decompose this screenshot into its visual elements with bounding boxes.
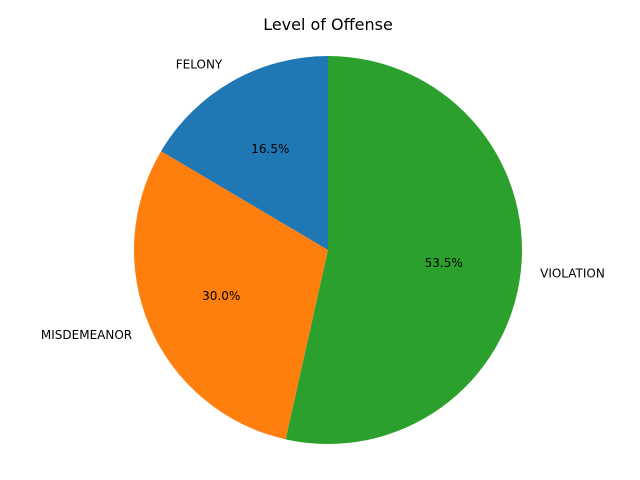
pie-slice-violation bbox=[285, 56, 523, 445]
slice-percent-felony: 16.5% bbox=[251, 142, 289, 156]
pie-slice-misdemeanor bbox=[134, 151, 328, 440]
chart-title: Level of Offense bbox=[263, 15, 393, 34]
slice-percent-violation: 53.5% bbox=[425, 256, 463, 270]
slice-percent-misdemeanor: 30.0% bbox=[202, 289, 240, 303]
pie-slices bbox=[134, 56, 523, 445]
slice-label-felony: FELONY bbox=[176, 58, 223, 72]
pie-slice-felony bbox=[161, 56, 328, 250]
slice-label-violation: VIOLATION bbox=[540, 266, 605, 280]
pie-labels: FELONY 16.5% MISDEMEANOR 30.0% VIOLATION 53.5… bbox=[41, 58, 605, 342]
slice-label-misdemeanor: MISDEMEANOR bbox=[41, 328, 132, 342]
